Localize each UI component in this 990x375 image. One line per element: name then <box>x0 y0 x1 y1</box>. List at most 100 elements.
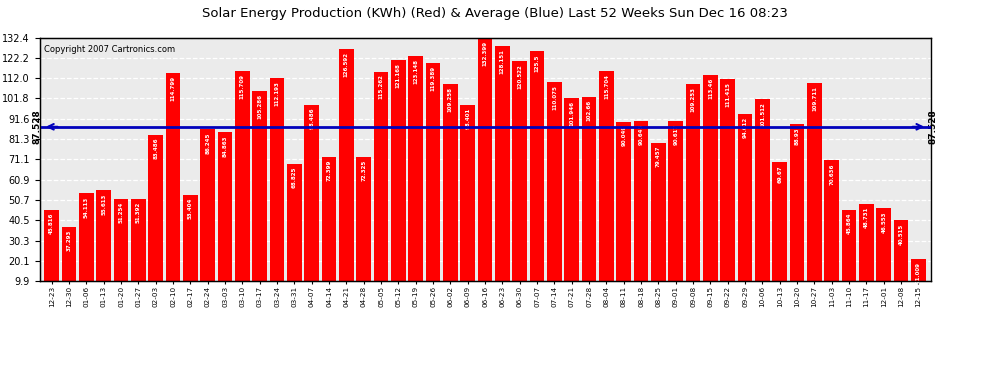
Bar <box>148 135 163 281</box>
Text: 51.254: 51.254 <box>119 202 124 223</box>
Bar <box>322 157 337 281</box>
Bar <box>790 124 805 281</box>
Text: 37.293: 37.293 <box>66 230 71 251</box>
Bar <box>61 227 76 281</box>
Text: 112.193: 112.193 <box>274 81 279 106</box>
Text: 98.486: 98.486 <box>309 108 314 129</box>
Bar <box>200 129 215 281</box>
Bar <box>911 259 926 281</box>
Bar <box>339 49 353 281</box>
Text: 88.93: 88.93 <box>795 127 800 145</box>
Bar <box>547 82 561 281</box>
Text: 101.946: 101.946 <box>569 101 574 126</box>
Text: 45.816: 45.816 <box>50 213 54 234</box>
Bar <box>165 72 180 281</box>
Bar <box>373 72 388 281</box>
Bar <box>269 78 284 281</box>
Bar <box>287 164 302 281</box>
Text: 90.049: 90.049 <box>622 125 627 146</box>
Bar <box>634 121 648 281</box>
Text: 94.012: 94.012 <box>742 117 747 138</box>
Bar <box>235 71 249 281</box>
Bar <box>807 82 822 281</box>
Bar <box>772 162 787 281</box>
Bar <box>668 121 683 281</box>
Text: 48.731: 48.731 <box>864 207 869 228</box>
Text: 113.46: 113.46 <box>708 78 713 99</box>
Text: 90.645: 90.645 <box>639 124 644 145</box>
Bar <box>356 157 371 281</box>
Bar <box>96 190 111 281</box>
Bar <box>599 71 614 281</box>
Text: 87.528: 87.528 <box>929 110 938 144</box>
Bar <box>79 193 94 281</box>
Text: 68.825: 68.825 <box>292 167 297 188</box>
Bar <box>252 92 267 281</box>
Text: 109.258: 109.258 <box>447 87 453 111</box>
Bar <box>582 97 596 281</box>
Bar <box>530 51 544 281</box>
Bar <box>825 160 840 281</box>
Bar <box>304 105 319 281</box>
Text: 115.262: 115.262 <box>378 75 383 99</box>
Bar <box>721 79 736 281</box>
Bar <box>45 210 59 281</box>
Text: 101.512: 101.512 <box>760 102 765 127</box>
Bar <box>738 114 752 281</box>
Bar <box>391 60 406 281</box>
Text: 121.168: 121.168 <box>396 63 401 88</box>
Text: 70.636: 70.636 <box>830 164 835 185</box>
Text: 84.863: 84.863 <box>223 135 228 157</box>
Text: 40.515: 40.515 <box>899 224 904 245</box>
Text: 79.457: 79.457 <box>656 146 661 167</box>
Text: 54.113: 54.113 <box>84 196 89 217</box>
Text: 69.67: 69.67 <box>777 165 782 183</box>
Text: 105.286: 105.286 <box>257 94 262 119</box>
Text: 21.009: 21.009 <box>916 262 921 283</box>
Text: 72.399: 72.399 <box>327 160 332 181</box>
Bar <box>460 105 475 281</box>
Text: Copyright 2007 Cartronics.com: Copyright 2007 Cartronics.com <box>44 45 175 54</box>
Bar <box>114 199 129 281</box>
Text: 110.075: 110.075 <box>552 85 557 110</box>
Text: 90.617: 90.617 <box>673 124 678 145</box>
Bar <box>426 63 441 281</box>
Bar <box>495 46 510 281</box>
Bar <box>686 84 701 281</box>
Text: 45.864: 45.864 <box>846 213 851 234</box>
Text: Solar Energy Production (KWh) (Red) & Average (Blue) Last 52 Weeks Sun Dec 16 08: Solar Energy Production (KWh) (Red) & Av… <box>202 8 788 21</box>
Text: 72.325: 72.325 <box>361 160 366 181</box>
Bar <box>218 132 233 281</box>
Bar <box>617 122 632 281</box>
Text: 115.704: 115.704 <box>604 74 609 99</box>
Bar <box>564 98 579 281</box>
Text: 120.522: 120.522 <box>517 64 523 89</box>
Text: 53.404: 53.404 <box>188 198 193 219</box>
Bar <box>478 38 492 281</box>
Text: 46.553: 46.553 <box>881 211 886 233</box>
Text: 115.709: 115.709 <box>240 74 245 99</box>
Text: 119.389: 119.389 <box>431 66 436 92</box>
Text: 126.592: 126.592 <box>344 52 348 77</box>
Bar <box>842 210 856 281</box>
Bar <box>183 195 198 281</box>
Text: 125.5: 125.5 <box>535 54 540 72</box>
Bar <box>131 199 146 281</box>
Text: 51.392: 51.392 <box>136 202 141 223</box>
Text: 123.148: 123.148 <box>413 59 418 84</box>
Text: 55.613: 55.613 <box>101 193 106 214</box>
Text: 111.415: 111.415 <box>726 82 731 107</box>
Text: 98.401: 98.401 <box>465 108 470 129</box>
Text: 86.245: 86.245 <box>205 132 210 154</box>
Bar <box>894 220 909 281</box>
Bar <box>703 75 718 281</box>
Text: 128.151: 128.151 <box>500 49 505 74</box>
Bar <box>444 84 457 281</box>
Text: 102.66: 102.66 <box>587 100 592 121</box>
Bar <box>876 209 891 281</box>
Text: 87.528: 87.528 <box>33 110 42 144</box>
Text: 83.486: 83.486 <box>153 138 158 159</box>
Text: 114.799: 114.799 <box>170 75 175 100</box>
Text: 132.399: 132.399 <box>482 40 488 66</box>
Bar <box>859 204 874 281</box>
